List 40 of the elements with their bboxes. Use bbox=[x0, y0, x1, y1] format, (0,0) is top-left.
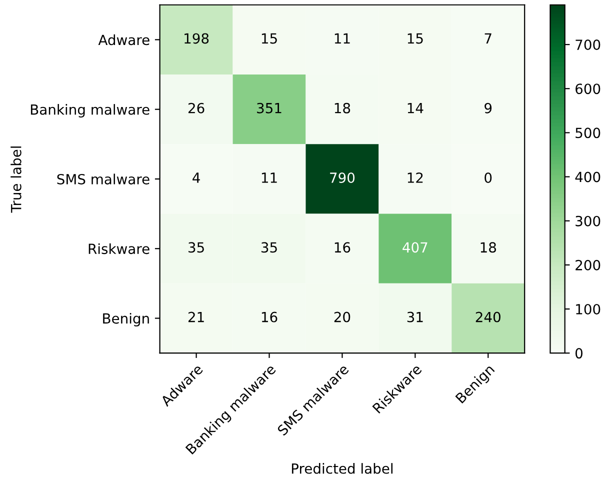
color-bar-label: 600 bbox=[576, 84, 600, 94]
color-bar-label: 0 bbox=[576, 348, 582, 359]
data-label: 351 bbox=[257, 102, 282, 114]
data-label: 21 bbox=[188, 312, 204, 322]
data-label: 15 bbox=[262, 33, 277, 44]
color-bar-label: 400 bbox=[575, 172, 600, 182]
data-label: 18 bbox=[480, 242, 496, 253]
color-bar-label: 700 bbox=[576, 40, 600, 50]
data-label: 12 bbox=[408, 172, 423, 183]
data-label: 35 bbox=[188, 242, 204, 253]
data-label: 20 bbox=[334, 312, 350, 322]
color-bar-label: 200 bbox=[576, 260, 600, 270]
y-axis-title: True label bbox=[10, 146, 22, 213]
color-bar-label: 100 bbox=[576, 304, 600, 314]
data-label: 407 bbox=[402, 242, 428, 253]
data-label: 198 bbox=[184, 33, 209, 44]
data-label: 26 bbox=[188, 102, 204, 114]
y-tick-label: Banking malware bbox=[30, 104, 150, 118]
data-label: 18 bbox=[334, 102, 350, 114]
data-label: 11 bbox=[262, 172, 277, 183]
x-axis-title: Predicted label bbox=[292, 463, 393, 474]
data-label: 31 bbox=[407, 312, 423, 322]
data-label: 15 bbox=[408, 33, 423, 44]
data-label: 16 bbox=[262, 312, 278, 322]
y-tick-label: Benign bbox=[103, 312, 149, 326]
color-bar-label: 300 bbox=[576, 216, 600, 226]
data-label: 240 bbox=[476, 312, 500, 322]
y-tick-label: Riskware bbox=[88, 243, 150, 254]
data-label: 0 bbox=[484, 172, 492, 183]
data-label: 14 bbox=[408, 103, 424, 114]
data-label: 11 bbox=[334, 33, 350, 44]
data-label: 16 bbox=[334, 242, 350, 253]
data-label: 4 bbox=[192, 172, 200, 183]
y-tick-label: Adware bbox=[98, 34, 150, 46]
y-tick-label: SMS malware bbox=[57, 174, 150, 184]
data-label: 790 bbox=[330, 172, 355, 183]
color-bar-label: 500 bbox=[576, 128, 600, 138]
data-label: 9 bbox=[484, 102, 492, 114]
data-label: 35 bbox=[261, 242, 277, 253]
data-label: 7 bbox=[484, 33, 492, 44]
